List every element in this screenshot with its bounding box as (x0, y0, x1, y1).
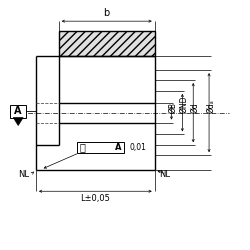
Text: ⌱: ⌱ (80, 142, 86, 152)
Text: A: A (115, 143, 122, 152)
Text: L±0,05: L±0,05 (80, 194, 110, 203)
Text: NL: NL (18, 170, 29, 179)
Text: Ød: Ød (191, 102, 200, 113)
Text: NL: NL (160, 170, 170, 179)
Text: 0,01: 0,01 (130, 143, 147, 152)
Bar (10, 105, 26, 118)
Text: ØB: ØB (169, 102, 178, 113)
Text: A: A (14, 106, 22, 116)
Text: ØND: ØND (180, 95, 189, 113)
Text: Ødₐ: Ødₐ (206, 99, 216, 113)
Polygon shape (13, 118, 23, 126)
Bar (76, 142, 124, 153)
Text: b: b (104, 8, 110, 18)
Polygon shape (59, 31, 155, 56)
